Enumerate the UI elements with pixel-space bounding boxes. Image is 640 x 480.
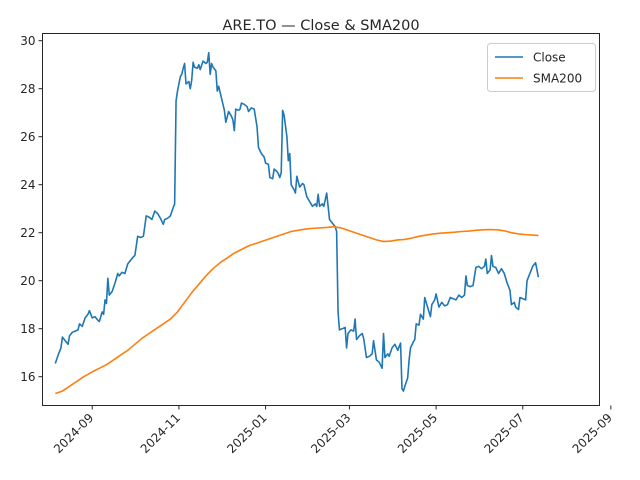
series-line-sma200 [55,225,539,395]
y-tick-label: 18 [20,322,35,336]
y-tick-label: 20 [20,274,35,288]
y-tick-label: 26 [20,130,35,144]
legend: Close SMA200 [487,43,596,92]
y-tick-label: 28 [20,82,35,96]
legend-label-sma200: SMA200 [533,72,582,86]
y-tick-label: 30 [20,34,35,48]
series-line-close [54,51,540,392]
legend-box [487,43,596,92]
y-tick-label: 22 [20,226,35,240]
y-tick-label: 16 [20,370,35,384]
chart-title: ARE.TO — Close & SMA200 [222,18,419,34]
legend-label-close: Close [533,51,566,65]
plot-frame [42,33,600,406]
series-layer [54,51,540,395]
y-tick-label: 24 [20,178,35,192]
